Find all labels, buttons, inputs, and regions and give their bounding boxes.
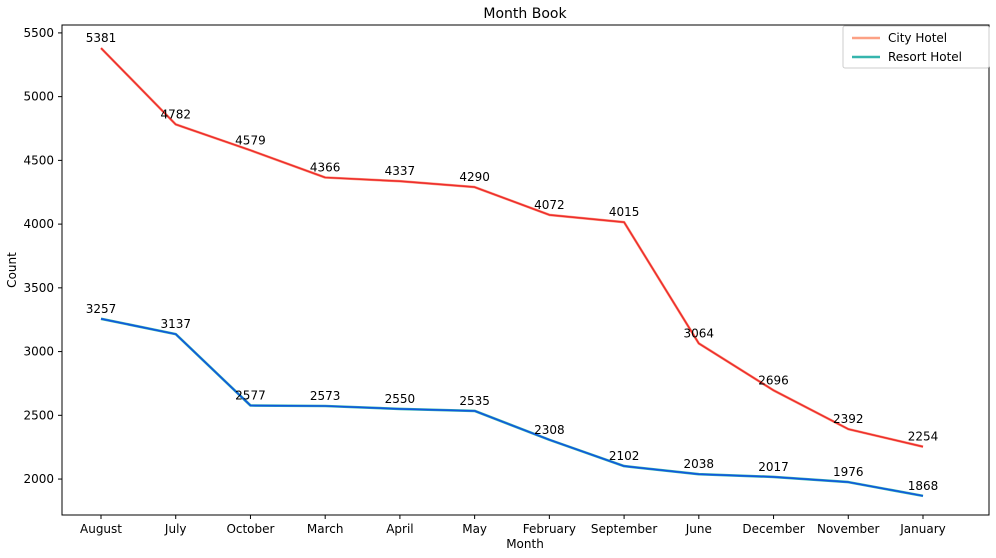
data-point-label: 4579: [235, 133, 266, 147]
y-tick-label: 5000: [23, 90, 54, 104]
series-line-city-hotel: [100, 47, 924, 448]
data-point-label: 5381: [86, 31, 117, 45]
legend: City Hotel Resort Hotel: [842, 25, 990, 69]
data-point-label: 3137: [160, 317, 191, 331]
data-point-label: 4015: [609, 205, 640, 219]
plot-area: [61, 24, 990, 516]
x-tick-label: August: [80, 522, 122, 536]
data-point-label: 4290: [459, 170, 490, 184]
x-tick-label: January: [899, 522, 946, 536]
data-point-label: 2550: [385, 392, 416, 406]
data-point-label: 3064: [684, 326, 715, 340]
data-point-label: 2254: [908, 430, 939, 444]
data-point-label: 1976: [833, 465, 864, 479]
x-axis-ticks: August July October March April May February Se…: [80, 515, 946, 536]
data-point-label: 2392: [833, 412, 864, 426]
y-tick-label: 4000: [23, 217, 54, 231]
y-axis-label: Count: [5, 252, 19, 288]
data-point-label: 2573: [310, 389, 341, 403]
chart-title: Month Book: [483, 6, 567, 22]
series-halo-city-hotel: [100, 47, 924, 448]
y-axis-ticks: 2000 2500 3000 3500 4000 4500 5000 5500: [23, 26, 62, 486]
x-tick-label: November: [817, 522, 879, 536]
data-point-label: 2308: [534, 423, 565, 437]
data-point-label: 2696: [758, 373, 789, 387]
data-point-label: 4782: [160, 107, 191, 121]
data-point-label: 2102: [609, 449, 640, 463]
y-tick-label: 3000: [23, 345, 54, 359]
data-point-label: 4072: [534, 198, 565, 212]
data-point-label: 4366: [310, 160, 341, 174]
x-tick-label: February: [523, 522, 576, 536]
x-tick-label: March: [307, 522, 344, 536]
x-tick-label: September: [591, 522, 657, 536]
data-point-label: 2535: [459, 394, 490, 408]
y-tick-label: 4500: [23, 153, 54, 167]
data-point-label: 1868: [908, 479, 939, 493]
x-axis-label: Month: [506, 537, 544, 551]
data-point-labels: 5381 4782 4579 4366 4337 4290 4072 4015 3064 2696…: [86, 31, 939, 493]
y-tick-label: 3500: [23, 281, 54, 295]
data-point-label: 2038: [684, 457, 715, 471]
x-tick-label: December: [742, 522, 804, 536]
data-point-label: 2577: [235, 389, 266, 403]
data-point-label: 2017: [758, 460, 789, 474]
x-tick-label: April: [386, 522, 413, 536]
series-line-resort-hotel: [100, 318, 924, 497]
series-halo-resort-hotel: [100, 317, 924, 498]
y-tick-label: 2000: [23, 472, 54, 486]
series-lines: [100, 47, 924, 498]
x-tick-label: June: [685, 522, 712, 536]
y-tick-label: 5500: [23, 26, 54, 40]
y-tick-label: 2500: [23, 408, 54, 422]
data-point-label: 4337: [385, 164, 416, 178]
legend-label-city-hotel: City Hotel: [888, 31, 947, 45]
x-tick-label: July: [164, 522, 187, 536]
x-tick-label: October: [226, 522, 274, 536]
legend-label-resort-hotel: Resort Hotel: [888, 50, 962, 64]
x-tick-label: May: [462, 522, 487, 536]
data-point-label: 3257: [86, 302, 117, 316]
